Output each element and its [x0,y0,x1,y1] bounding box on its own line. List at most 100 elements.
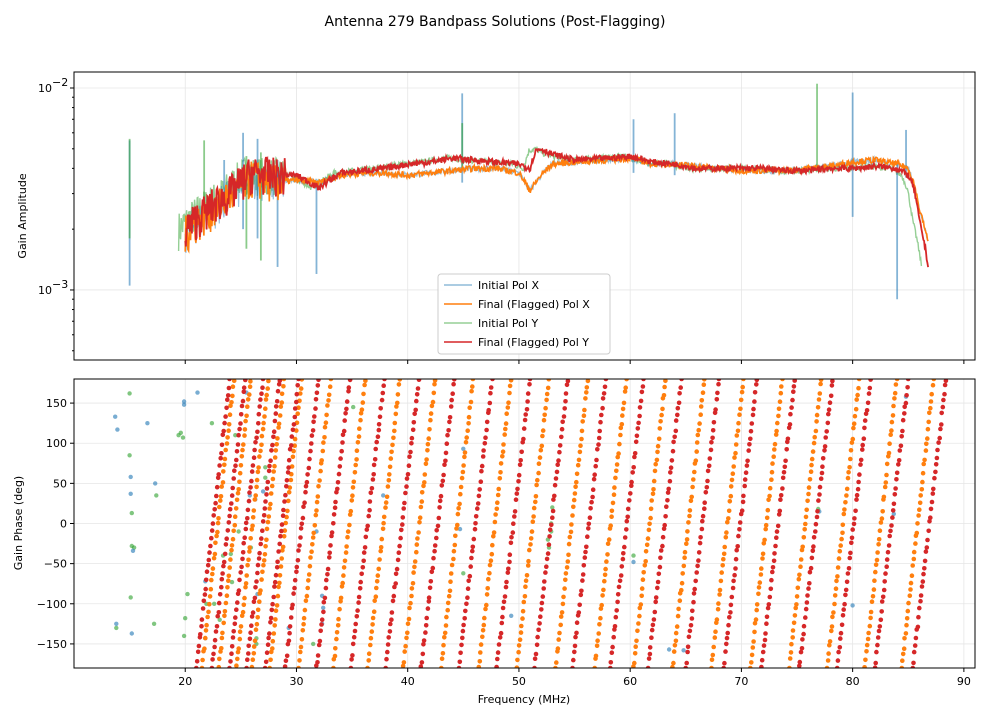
final-pol-x-point [878,520,884,525]
final-pol-y-point [943,379,949,383]
final-pol-x-point [818,381,823,387]
final-pol-x-point [281,534,287,539]
final-pol-x-point [286,490,292,495]
final-pol-y-point [413,407,419,413]
final-pol-x-point [584,390,589,395]
final-pol-y-point [928,515,933,520]
final-pol-x-point [247,392,252,397]
final-pol-x-point [464,435,470,440]
final-pol-x-point [296,665,301,668]
final-pol-x-point [292,443,298,449]
final-pol-x-point [833,586,839,591]
final-pol-y-point [705,468,711,474]
final-pol-x-point [225,585,230,590]
final-pol-y-point [525,399,530,404]
final-pol-x-point [431,390,437,396]
final-pol-y-point [770,565,776,570]
final-pol-x-point [814,412,820,418]
final-pol-y-point [538,614,543,619]
final-pol-y-point [776,512,782,517]
final-pol-x-point [671,649,677,654]
final-pol-y-point [549,522,554,528]
final-pol-y-point [751,406,756,412]
final-pol-y-point [199,617,205,622]
final-pol-x-point [365,665,370,668]
final-pol-y-point [212,637,218,643]
final-pol-x-point [815,405,821,410]
final-pol-x-point [246,557,251,563]
final-pol-y-point [716,381,721,387]
final-pol-y-point [423,630,428,635]
final-pol-y-point [782,464,788,470]
final-pol-y-point [348,665,354,668]
final-pol-x-point [579,428,585,434]
final-pol-y-point [314,390,320,396]
final-pol-x-point [920,479,925,485]
final-pol-y-point [408,449,413,455]
final-pol-y-point [637,413,642,419]
final-pol-y-point [248,630,253,635]
final-pol-x-point [302,607,308,613]
final-pol-x-point [508,379,514,383]
final-pol-x-point [376,566,382,572]
final-pol-y-point [271,594,277,600]
final-pol-y-point [594,457,599,463]
final-pol-y-point [376,427,382,433]
final-pol-y-point [344,399,350,404]
final-pol-y-point [440,478,446,484]
final-pol-y-point [406,463,412,469]
final-pol-y-point [210,657,215,662]
final-pol-x-point [321,440,326,445]
final-pol-y-point [331,521,336,526]
final-pol-x-point [469,388,474,394]
final-pol-x-point [660,406,665,412]
final-pol-y-point [668,465,674,471]
final-pol-x-point [254,477,260,483]
final-pol-y-point [559,426,565,432]
final-pol-y-point [716,379,722,382]
final-pol-x-point [219,484,224,489]
final-pol-x-point [262,552,268,557]
final-pol-x-point [602,572,608,578]
final-pol-x-point [361,391,366,397]
final-pol-x-point [776,413,781,419]
final-pol-x-point [904,616,910,621]
final-pol-x-point [247,549,252,554]
final-pol-y-point [820,464,825,470]
final-pol-x-point [809,456,815,462]
final-pol-x-point [566,552,571,558]
initial-pol-x-point [115,427,120,432]
final-pol-x-point [202,646,207,651]
final-pol-y-point [880,594,886,600]
final-pol-x-point [270,638,276,644]
final-pol-x-point [794,602,799,607]
final-pol-y-point [279,528,284,534]
final-pol-y-point [225,528,231,533]
initial-pol-x-point [509,613,514,618]
final-pol-y-point [216,600,222,606]
final-pol-x-point [309,549,314,554]
final-pol-x-point [916,513,921,518]
final-pol-y-point [287,624,293,629]
final-pol-y-point [248,485,253,490]
final-pol-y-point [744,463,750,468]
final-pol-x-point [555,646,561,651]
final-pol-x-point [738,406,743,412]
final-pol-y-point [781,470,787,475]
final-pol-y-point [653,595,659,600]
final-pol-y-point [399,527,404,533]
final-pol-y-point [728,610,733,615]
final-pol-x-point [278,404,284,409]
final-pol-y-point [920,579,926,584]
final-pol-y-point [484,427,489,433]
final-pol-x-point [806,485,812,490]
final-pol-x-point [244,573,249,578]
final-pol-x-point [421,483,426,489]
final-pol-y-point [234,607,239,612]
final-pol-y-point [881,587,887,593]
final-pol-x-point [573,484,578,490]
final-pol-x-point [800,544,805,550]
final-pol-x-point [306,572,312,577]
final-pol-y-point [229,493,235,498]
final-pol-y-point [352,628,358,634]
